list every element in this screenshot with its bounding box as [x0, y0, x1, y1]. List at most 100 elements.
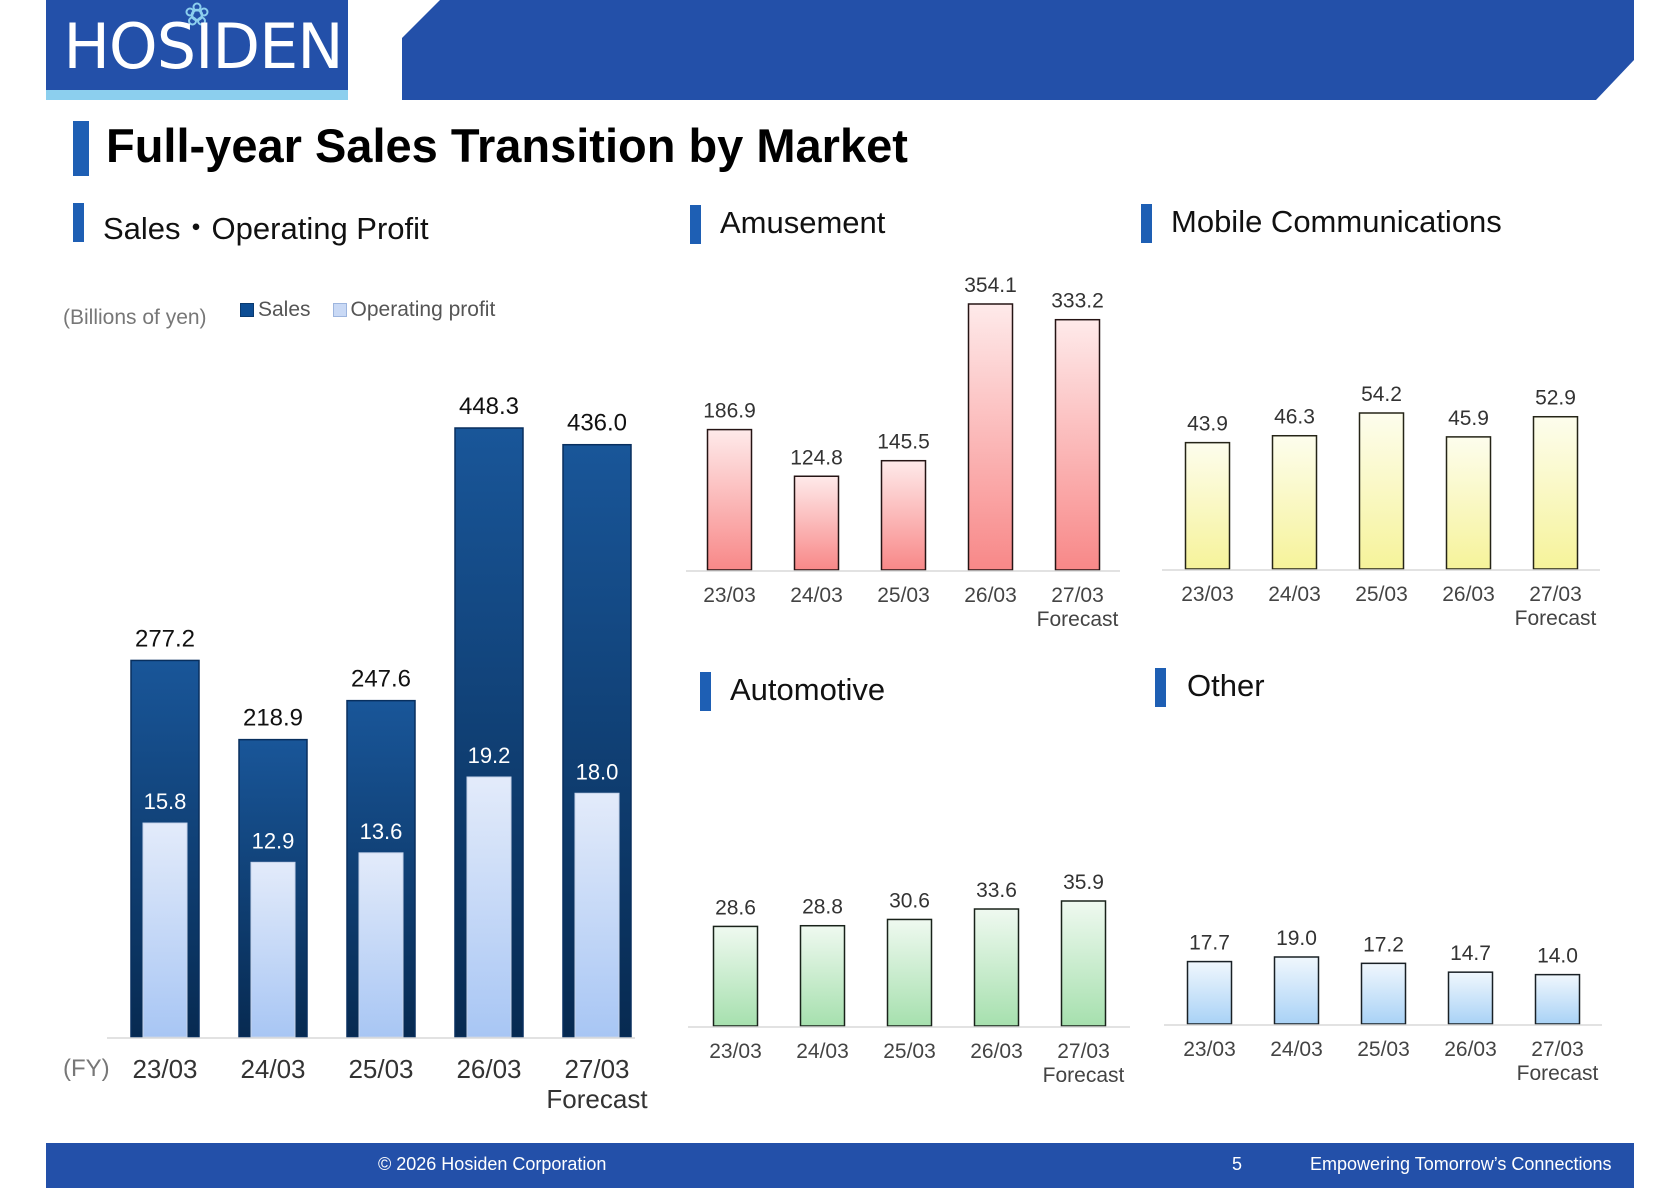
other-bar-25-03	[1362, 963, 1406, 1024]
tick-label-other-26-03: 26/03	[1444, 1038, 1497, 1061]
tick-label-amusement-23-03: 23/03	[703, 584, 756, 607]
mobile-bar-23-03	[1186, 443, 1230, 569]
automotive-bar-23-03	[714, 926, 758, 1026]
tick-label-other-24-03: 24/03	[1270, 1038, 1323, 1061]
mobile-title-bar	[1141, 204, 1152, 243]
legend-item-sales: Sales	[240, 298, 311, 322]
operating-profit-value-label-25-03: 13.6	[360, 819, 403, 844]
mobile-value-label-27-03: 52.9	[1535, 387, 1576, 410]
tick-label-other-25-03: 25/03	[1357, 1038, 1410, 1061]
legend: Sales Operating profit	[240, 298, 517, 322]
footer-page-number: 5	[1232, 1154, 1242, 1175]
unit-label: (Billions of yen)	[63, 306, 207, 330]
automotive-value-label-24-03: 28.8	[802, 896, 843, 919]
tick-label-main-27-03: 27/03Forecast	[546, 1054, 648, 1114]
mobile-bar-27-03	[1534, 417, 1578, 569]
tick-label-automotive-27-03: 27/03Forecast	[1043, 1040, 1125, 1087]
legend-swatch-operating-profit	[333, 303, 347, 317]
automotive-chart: 28.623/0328.824/0330.625/0333.626/0335.9…	[692, 855, 1132, 1095]
mobile-value-label-26-03: 45.9	[1448, 407, 1489, 430]
automotive-bar-25-03	[888, 919, 932, 1026]
automotive-title-bar	[700, 672, 711, 711]
sales-value-label-27-03: 436.0	[567, 410, 627, 437]
operating-profit-bar-26-03	[467, 777, 511, 1037]
amusement-chart: 186.9 23/03 124.8 24/03 145.5 25/03 354.1 26/03…	[686, 255, 1126, 640]
sales-value-label-26-03: 448.3	[459, 393, 519, 420]
automotive-bar-27-03	[1062, 901, 1106, 1026]
operating-profit-bar-23-03	[143, 823, 187, 1037]
brand-logo: HOSIDEN	[46, 0, 348, 100]
mobile-value-label-23-03: 43.9	[1187, 413, 1228, 436]
operating-profit-bar-25-03	[359, 853, 403, 1037]
legend-item-operating-profit: Operating profit	[333, 298, 496, 322]
tick-label-other-27-03: 27/03Forecast	[1517, 1038, 1599, 1085]
amusement-value-label-24-03: 124.8	[790, 446, 843, 469]
mobile-chart: 43.923/0346.324/0354.225/0345.926/0352.9…	[1164, 255, 1604, 640]
other-bar-26-03	[1449, 972, 1493, 1024]
mobile-bar-24-03	[1273, 436, 1317, 569]
operating-profit-bar-24-03	[251, 862, 295, 1037]
other-value-label-26-03: 14.7	[1450, 942, 1491, 965]
sales-value-label-23-03: 277.2	[135, 625, 195, 652]
main-panel-title: Sales・Operating Profit	[103, 203, 429, 248]
tick-label-automotive-26-03: 26/03	[970, 1040, 1023, 1063]
tick-label-main-26-03: 26/03	[456, 1054, 521, 1084]
mobile-value-label-24-03: 46.3	[1274, 406, 1315, 429]
automotive-value-label-25-03: 30.6	[889, 889, 930, 912]
amusement-panel-title: Amusement	[720, 205, 885, 241]
tick-label-amusement-27-03: 27/03Forecast	[1037, 584, 1119, 631]
mobile-panel-title: Mobile Communications	[1171, 204, 1502, 240]
footer-copyright: © 2026 Hosiden Corporation	[378, 1154, 606, 1175]
operating-profit-value-label-27-03: 18.0	[576, 759, 619, 784]
other-value-label-24-03: 19.0	[1276, 927, 1317, 950]
tick-label-mobile-25-03: 25/03	[1355, 583, 1408, 606]
amusement-bar-24-03	[795, 476, 839, 570]
sales-profit-chart: 277.2 15.8 23/03 218.9 12.9 24/03 247.6 13.6 25/…	[55, 380, 655, 1110]
other-value-label-25-03: 17.2	[1363, 933, 1404, 956]
amusement-bar-23-03	[708, 430, 752, 570]
tick-label-amusement-24-03: 24/03	[790, 584, 843, 607]
amusement-bar-26-03	[969, 304, 1013, 570]
fy-label: (FY)	[63, 1055, 110, 1082]
other-bar-23-03	[1188, 962, 1232, 1024]
other-panel-title: Other	[1187, 668, 1265, 704]
tick-label-mobile-24-03: 24/03	[1268, 583, 1321, 606]
automotive-value-label-27-03: 35.9	[1063, 871, 1104, 894]
amusement-bar-25-03	[882, 461, 926, 570]
operating-profit-value-label-23-03: 15.8	[144, 789, 187, 814]
operating-profit-value-label-24-03: 12.9	[252, 828, 295, 853]
amusement-value-label-25-03: 145.5	[877, 431, 930, 454]
mobile-value-label-25-03: 54.2	[1361, 383, 1402, 406]
logo-text: HOSIDEN	[58, 16, 348, 78]
main-title-bar	[73, 203, 84, 242]
legend-label-sales: Sales	[258, 298, 311, 322]
tick-label-mobile-27-03: 27/03Forecast	[1515, 583, 1597, 630]
page-title: Full-year Sales Transition by Market	[106, 118, 908, 173]
tick-label-automotive-23-03: 23/03	[709, 1040, 762, 1063]
tick-label-amusement-26-03: 26/03	[964, 584, 1017, 607]
footer-bar: © 2026 Hosiden Corporation 5 Empowering …	[46, 1143, 1634, 1188]
other-bar-27-03	[1536, 975, 1580, 1024]
sales-value-label-24-03: 218.9	[243, 705, 303, 732]
automotive-bar-24-03	[801, 926, 845, 1026]
tick-label-automotive-24-03: 24/03	[796, 1040, 849, 1063]
other-title-bar	[1155, 668, 1166, 707]
sales-value-label-25-03: 247.6	[351, 666, 411, 693]
mobile-bar-26-03	[1447, 437, 1491, 569]
tick-label-main-24-03: 24/03	[240, 1054, 305, 1084]
automotive-value-label-23-03: 28.6	[715, 896, 756, 919]
operating-profit-value-label-26-03: 19.2	[468, 743, 511, 768]
automotive-bar-26-03	[975, 909, 1019, 1026]
amusement-value-label-26-03: 354.1	[964, 274, 1017, 297]
legend-label-operating-profit: Operating profit	[351, 298, 496, 322]
amusement-value-label-27-03: 333.2	[1051, 290, 1104, 313]
other-value-label-27-03: 14.0	[1537, 945, 1578, 968]
other-chart: 17.723/0319.024/0317.225/0314.726/0314.0…	[1166, 905, 1606, 1095]
mobile-bar-25-03	[1360, 413, 1404, 569]
tick-label-main-25-03: 25/03	[348, 1054, 413, 1084]
amusement-value-label-23-03: 186.9	[703, 400, 756, 423]
automotive-value-label-26-03: 33.6	[976, 879, 1017, 902]
tick-label-main-23-03: 23/03	[132, 1054, 197, 1084]
tick-label-amusement-25-03: 25/03	[877, 584, 930, 607]
footer-tagline: Empowering Tomorrow’s Connections	[1310, 1154, 1611, 1175]
